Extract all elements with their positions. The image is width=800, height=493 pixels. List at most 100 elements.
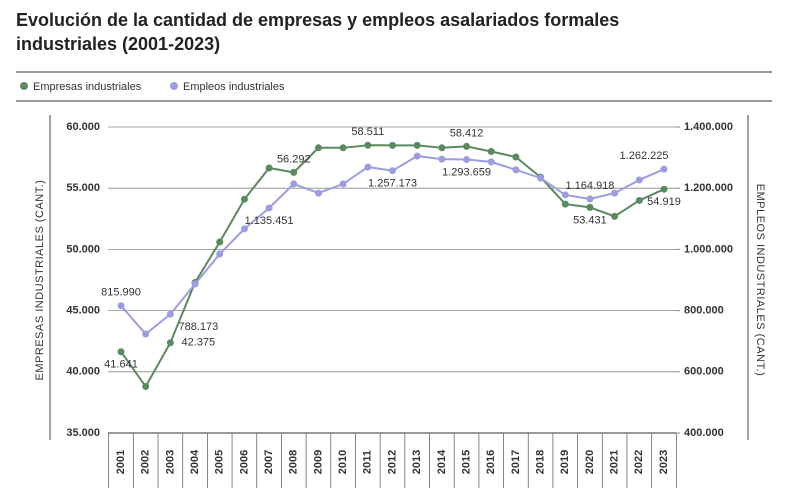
x-tick-label: 2016 [485, 450, 497, 474]
data-point [314, 189, 322, 197]
legend-marker [20, 82, 28, 90]
x-tick-label: 2018 [534, 450, 546, 474]
y-tick-label: 40.000 [66, 366, 100, 378]
data-point [635, 196, 643, 204]
data-point [117, 302, 125, 310]
x-tick-label: 2022 [633, 450, 645, 474]
data-point [389, 167, 396, 175]
data-point [413, 141, 421, 149]
y-tick-label: 55.000 [66, 182, 100, 194]
value-label: 1.293.659 [442, 166, 491, 178]
y2-tick-label: 1.200.000 [684, 182, 733, 194]
y2-tick-label: 1.400.000 [684, 121, 733, 133]
data-point [216, 250, 224, 258]
value-label: 1.257.173 [368, 178, 417, 190]
data-point [413, 152, 421, 160]
x-tick-label: 2015 [460, 450, 472, 474]
x-tick-label: 2011 [362, 450, 374, 474]
data-point [635, 176, 643, 184]
data-point [463, 156, 471, 164]
data-point [117, 348, 125, 356]
x-tick-label: 2017 [510, 450, 522, 474]
y-tick-label: 45.000 [66, 305, 100, 317]
value-label: 815.990 [101, 287, 141, 299]
legend-label: Empresas industriales [33, 81, 142, 93]
data-point [364, 163, 372, 171]
data-point [265, 164, 273, 172]
data-point [561, 191, 569, 199]
value-label: 1.164.918 [565, 180, 614, 192]
data-point [191, 280, 199, 288]
data-point [290, 180, 298, 188]
data-point [586, 195, 594, 203]
data-point [586, 203, 594, 211]
value-label: 53.431 [573, 214, 607, 226]
x-tick-label: 2014 [436, 449, 448, 474]
x-tick-label: 2004 [189, 449, 201, 474]
y-axis-title: EMPRESAS INDUSTRIALES (CANT.) [34, 180, 46, 381]
data-point [142, 330, 150, 338]
data-point [561, 200, 569, 208]
data-point [166, 339, 174, 347]
value-label: 58.412 [450, 127, 484, 139]
y-tick-label: 35.000 [66, 427, 100, 439]
x-tick-label: 2007 [263, 450, 275, 474]
y2-tick-label: 400.000 [684, 427, 724, 439]
legend-label: Empleos industriales [183, 81, 285, 93]
data-point [142, 382, 150, 390]
data-point [438, 144, 446, 152]
data-point [537, 174, 545, 182]
y2-axis-title: EMPLEOS INDUSTRIALES (CANT.) [754, 184, 766, 376]
x-tick-label: 2005 [214, 450, 226, 474]
data-point [290, 168, 298, 176]
data-point [512, 153, 520, 161]
data-point [240, 225, 248, 233]
x-tick-label: 2009 [312, 450, 324, 474]
x-tick-label: 2003 [164, 450, 176, 474]
data-point [487, 147, 495, 155]
chart-title: Evolución de la cantidad de empresas y e… [16, 10, 619, 54]
data-point [339, 144, 347, 152]
legend-marker [170, 82, 178, 90]
value-label: 54.919 [647, 196, 681, 208]
x-tick-label: 2021 [609, 450, 621, 474]
data-point [463, 142, 471, 150]
data-point [216, 238, 224, 246]
value-label: 56.292 [277, 153, 311, 165]
value-label: 41.641 [104, 359, 138, 371]
data-point [240, 195, 248, 203]
data-point [660, 165, 668, 173]
value-label: 788.173 [178, 321, 218, 333]
y-tick-label: 50.000 [66, 243, 100, 255]
value-label: 1.262.225 [620, 150, 669, 162]
x-tick-label: 2006 [238, 450, 250, 474]
x-tick-label: 2013 [411, 450, 423, 474]
data-point [389, 141, 396, 149]
data-point [166, 310, 174, 318]
data-point [364, 141, 372, 149]
value-label: 1.135.451 [245, 215, 294, 227]
x-tick-label: 2023 [658, 450, 670, 474]
x-tick-label: 2019 [559, 450, 571, 474]
data-point [314, 144, 322, 152]
x-tick-label: 2001 [115, 450, 127, 474]
x-tick-label: 2002 [140, 450, 152, 474]
data-point [611, 189, 619, 197]
data-point [487, 158, 495, 166]
data-point [438, 155, 446, 163]
y2-tick-label: 800.000 [684, 305, 724, 317]
data-point [512, 166, 520, 174]
x-tick-label: 2008 [288, 450, 300, 474]
value-label: 58.511 [351, 126, 384, 138]
data-point [339, 180, 347, 188]
x-tick-label: 2012 [386, 450, 398, 474]
y2-tick-label: 1.000.000 [684, 243, 733, 255]
x-tick-label: 2010 [337, 450, 349, 474]
x-tick-label: 2020 [584, 450, 596, 474]
data-point [265, 204, 273, 212]
y2-tick-label: 600.000 [684, 366, 724, 378]
data-point [660, 185, 668, 193]
y-tick-label: 60.000 [66, 121, 100, 133]
data-point [611, 212, 619, 220]
